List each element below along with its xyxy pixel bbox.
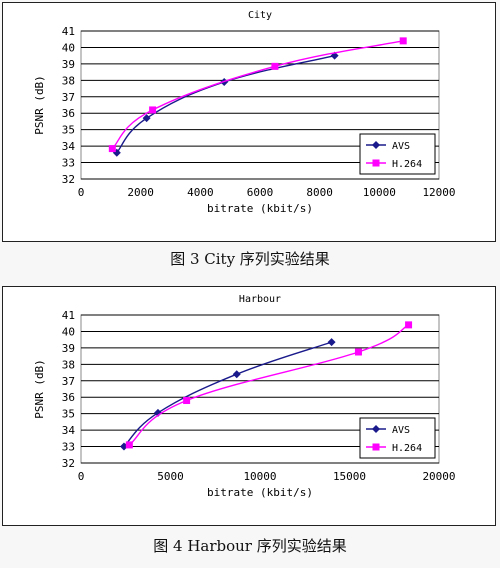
y-tick-label-41: 41 xyxy=(62,309,75,322)
point-h264-1 xyxy=(183,397,191,405)
y-tick-label-32: 32 xyxy=(62,457,75,470)
legend-label-avs: AVS xyxy=(392,141,410,152)
x-tick-label-15000: 15000 xyxy=(333,470,366,483)
legend-label-avs: AVS xyxy=(392,425,410,436)
chart-title-harbour: Harbour xyxy=(239,294,281,305)
point-avs-2 xyxy=(232,370,241,379)
series-line-avs xyxy=(116,54,335,154)
series-line-h264 xyxy=(111,40,404,150)
x-axis-label: bitrate (kbit/s) xyxy=(207,486,313,499)
legend-marker-avs xyxy=(372,425,380,433)
point-h264-3 xyxy=(405,321,413,329)
legend-box xyxy=(359,417,436,459)
legend-label-h264: H.264 xyxy=(392,159,422,170)
chart-frame-city: City 32 33 34 35 36 37 38 39 40 41 0 2000 4000 6000 800… xyxy=(2,2,496,242)
x-tick-label-10000: 10000 xyxy=(363,186,396,199)
y-tick-label-34: 34 xyxy=(62,424,76,437)
y-tick-label-38: 38 xyxy=(62,358,75,371)
x-tick-label-5000: 5000 xyxy=(157,470,184,483)
chart-harbour: Harbour 32 33 34 35 36 37 38 39 40 41 0 5000 10000 150… xyxy=(33,294,456,499)
y-tick-label-38: 38 xyxy=(62,74,75,87)
x-tick-label-0: 0 xyxy=(78,186,85,199)
point-h264-0 xyxy=(125,441,133,449)
legend-box xyxy=(359,133,436,175)
y-tick-label-37: 37 xyxy=(62,91,75,104)
chart-frame-harbour: Harbour 32 33 34 35 36 37 38 39 40 41 0 5000 10000 150… xyxy=(2,286,496,526)
point-avs-3 xyxy=(327,338,336,347)
y-tick-label-36: 36 xyxy=(62,391,75,404)
y-axis-label: PSNR (dB) xyxy=(33,359,46,419)
y-tick-label-35: 35 xyxy=(62,408,75,421)
y-tick-label-33: 33 xyxy=(62,157,75,170)
figure-caption-harbour: 图 4 Harbour 序列实验结果 xyxy=(153,537,347,555)
point-h264-3 xyxy=(399,37,407,45)
y-tick-label-32: 32 xyxy=(62,173,75,186)
legend-marker-h264 xyxy=(372,443,380,451)
x-tick-label-0: 0 xyxy=(78,470,85,483)
chart-title-city: City xyxy=(248,10,272,21)
x-tick-label-10000: 10000 xyxy=(243,470,276,483)
point-h264-1 xyxy=(149,106,157,114)
figure-caption-city: 图 3 City 序列实验结果 xyxy=(170,250,330,268)
point-h264-2 xyxy=(354,348,362,356)
y-tick-label-41: 41 xyxy=(62,25,75,38)
chart-city: City 32 33 34 35 36 37 38 39 40 41 0 2000 4000 6000 800… xyxy=(33,10,456,215)
x-tick-label-2000: 2000 xyxy=(127,186,154,199)
y-tick-label-37: 37 xyxy=(62,375,75,388)
y-tick-label-33: 33 xyxy=(62,441,75,454)
y-tick-label-36: 36 xyxy=(62,107,75,120)
point-h264-2 xyxy=(271,62,279,70)
y-tick-label-39: 39 xyxy=(62,58,75,71)
x-tick-label-4000: 4000 xyxy=(187,186,214,199)
x-tick-label-6000: 6000 xyxy=(247,186,274,199)
legend-label-h264: H.264 xyxy=(392,443,422,454)
y-tick-label-34: 34 xyxy=(62,140,76,153)
x-tick-label-8000: 8000 xyxy=(306,186,333,199)
series-line-h264 xyxy=(128,324,409,446)
y-tick-label-40: 40 xyxy=(62,325,75,338)
series-line-avs xyxy=(123,341,332,448)
point-avs-1 xyxy=(153,408,162,417)
y-tick-label-40: 40 xyxy=(62,41,75,54)
x-axis-label: bitrate (kbit/s) xyxy=(207,202,313,215)
y-axis-label: PSNR (dB) xyxy=(33,75,46,135)
legend-marker-h264 xyxy=(372,159,380,167)
y-tick-label-39: 39 xyxy=(62,342,75,355)
y-tick-label-35: 35 xyxy=(62,124,75,137)
x-tick-label-12000: 12000 xyxy=(422,186,455,199)
x-tick-label-20000: 20000 xyxy=(422,470,455,483)
point-avs-1 xyxy=(142,114,151,123)
legend-marker-avs xyxy=(372,141,380,149)
point-h264-0 xyxy=(108,145,116,153)
point-avs-0 xyxy=(119,442,128,451)
